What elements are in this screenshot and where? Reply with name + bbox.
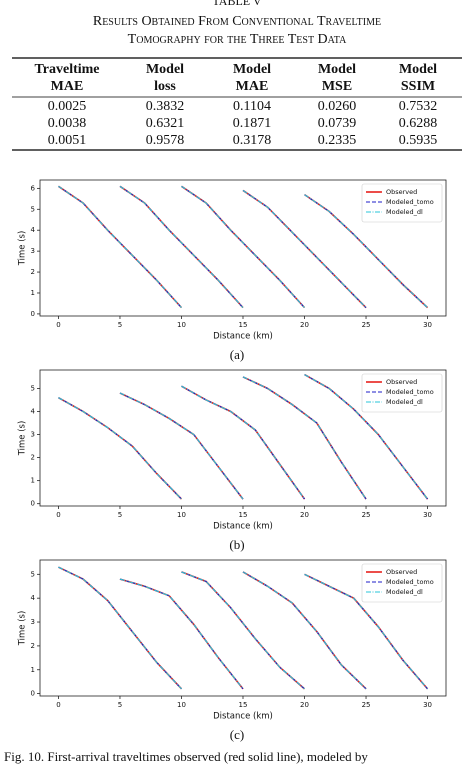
x-tick-label: 5 <box>118 511 122 519</box>
series-line <box>58 185 428 309</box>
table-cell: 0.6288 <box>399 116 438 131</box>
y-tick-label: 2 <box>31 642 35 650</box>
table-label: TABLE V <box>212 0 261 8</box>
table-header: MAE <box>51 79 84 94</box>
table-cell: 0.0051 <box>48 133 87 148</box>
x-tick-label: 0 <box>56 321 60 329</box>
table-title: Results Obtained From Conventional Trave… <box>93 14 381 29</box>
table-header: Model <box>399 62 437 77</box>
legend-label: Observed <box>386 568 417 576</box>
x-tick-label: 15 <box>239 511 248 519</box>
y-tick-label: 3 <box>31 618 35 626</box>
y-tick-label: 1 <box>31 477 35 485</box>
y-tick-label: 2 <box>31 268 35 276</box>
legend-label: Modeled_dl <box>386 588 423 596</box>
y-tick-label: 1 <box>31 666 35 674</box>
x-tick-label: 15 <box>239 321 248 329</box>
table-cell: 0.7532 <box>399 99 438 114</box>
y-tick-label: 0 <box>31 500 35 508</box>
y-tick-label: 4 <box>31 407 36 415</box>
y-tick-label: 3 <box>31 247 35 255</box>
panel-label: (a) <box>230 347 244 362</box>
table-cell: 0.9578 <box>146 133 185 148</box>
y-tick-label: 5 <box>31 205 35 213</box>
chart: 0 5 10 15 20 25 30 0 1 2 3 4 5 Distance (km) Time (s) O… <box>18 559 447 722</box>
series-line <box>58 566 428 690</box>
x-tick-label: 10 <box>177 321 186 329</box>
x-tick-label: 25 <box>362 701 371 709</box>
legend-label: Modeled_tomo <box>386 198 434 206</box>
table-title: Tomography for the Three Test Data <box>128 32 347 47</box>
table-header: MAE <box>236 79 269 94</box>
table-header: MSE <box>322 79 352 94</box>
x-tick-label: 0 <box>56 701 60 709</box>
table-header: Model <box>318 62 356 77</box>
legend-label: Observed <box>386 188 417 196</box>
x-tick-label: 25 <box>362 511 371 519</box>
x-tick-label: 10 <box>177 511 186 519</box>
y-tick-label: 4 <box>31 226 36 234</box>
x-tick-label: 20 <box>300 511 309 519</box>
y-tick-label: 0 <box>31 310 35 318</box>
table-header: Model <box>233 62 271 77</box>
table-cell: 0.1104 <box>233 99 271 114</box>
table-cell: 0.2335 <box>318 133 357 148</box>
y-tick-label: 2 <box>31 454 35 462</box>
y-tick-label: 1 <box>31 289 35 297</box>
legend-label: Modeled_dl <box>386 208 423 216</box>
table-cell: 0.5935 <box>399 133 438 148</box>
x-tick-label: 0 <box>56 511 60 519</box>
table-cell: 0.1871 <box>233 116 272 131</box>
y-axis-label: Time (s) <box>18 421 28 457</box>
legend-label: Modeled_dl <box>386 398 423 406</box>
y-axis-label: Time (s) <box>18 611 28 647</box>
x-tick-label: 20 <box>300 701 309 709</box>
y-tick-label: 5 <box>31 570 35 578</box>
x-tick-label: 30 <box>423 321 432 329</box>
chart: 0 5 10 15 20 25 30 0 1 2 3 4 5 6 Distance (km) Time (s)… <box>18 179 447 342</box>
y-tick-label: 3 <box>31 431 35 439</box>
y-tick-label: 4 <box>31 594 36 602</box>
x-axis-label: Distance (km) <box>213 332 273 342</box>
y-tick-label: 0 <box>31 690 35 698</box>
panel-label: (c) <box>230 727 244 742</box>
x-axis-label: Distance (km) <box>213 712 273 722</box>
y-axis-label: Time (s) <box>18 231 28 267</box>
x-tick-label: 30 <box>423 511 432 519</box>
x-tick-label: 25 <box>362 321 371 329</box>
x-tick-label: 10 <box>177 701 186 709</box>
series-line <box>58 374 428 500</box>
table-cell: 0.3178 <box>233 133 272 148</box>
y-tick-label: 5 <box>31 384 35 392</box>
x-tick-label: 20 <box>300 321 309 329</box>
x-axis-label: Distance (km) <box>213 522 273 532</box>
series-line <box>58 566 428 690</box>
table-cell: 0.0739 <box>318 116 357 131</box>
chart: 0 5 10 15 20 25 30 0 1 2 3 4 5 Distance (km) Time (s) O… <box>18 369 447 532</box>
x-tick-label: 5 <box>118 701 122 709</box>
legend-label: Modeled_tomo <box>386 388 434 396</box>
caption: Fig. 10. First-arrival traveltimes obser… <box>4 749 368 764</box>
x-tick-label: 30 <box>423 701 432 709</box>
table-cell: 0.0038 <box>48 116 87 131</box>
table-cell: 0.0260 <box>318 99 357 114</box>
table-header: Model <box>146 62 184 77</box>
legend-label: Modeled_tomo <box>386 578 434 586</box>
table-cell: 0.3832 <box>146 99 185 114</box>
panel-label: (b) <box>229 537 244 552</box>
x-tick-label: 15 <box>239 701 248 709</box>
legend-label: Observed <box>386 378 417 386</box>
y-tick-label: 6 <box>31 184 36 192</box>
table-cell: 0.6321 <box>146 116 185 131</box>
table-header: Traveltime <box>34 62 99 77</box>
x-tick-label: 5 <box>118 321 122 329</box>
table-header: loss <box>154 79 176 94</box>
table-cell: 0.0025 <box>48 99 87 114</box>
table-header: SSIM <box>401 79 435 94</box>
